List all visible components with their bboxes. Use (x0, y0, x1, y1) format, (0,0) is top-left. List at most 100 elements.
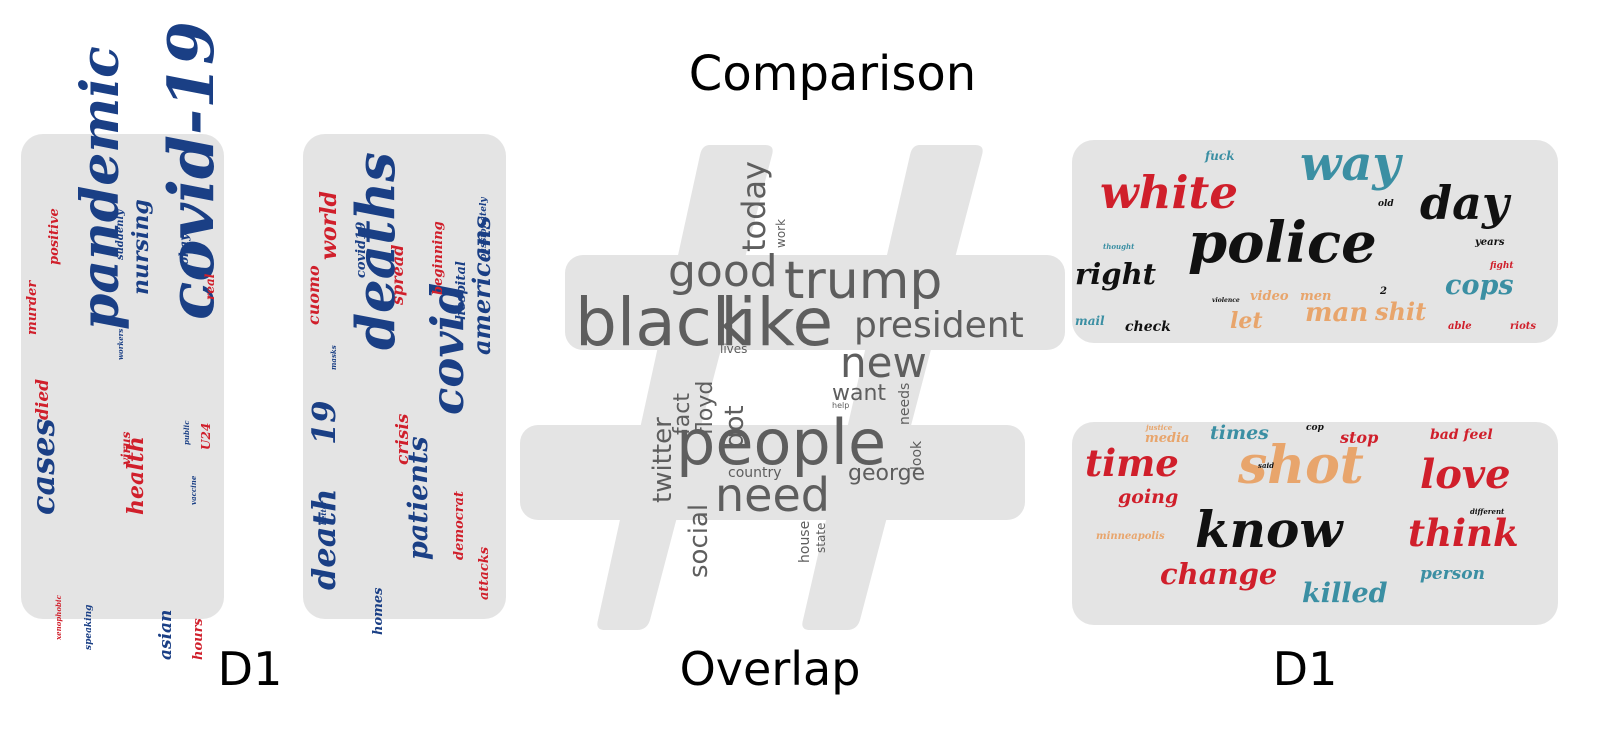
cloud-a-word: speaking (84, 604, 94, 650)
cloud-c-word: men (1300, 289, 1332, 304)
hashtag-shape (520, 145, 1065, 630)
cloud-d-word: bad feel (1430, 427, 1493, 443)
cloud-a-word: okay (177, 233, 191, 265)
cloud-c-word: cops (1445, 270, 1514, 301)
cloud-b-word: crisis (393, 413, 413, 465)
cloud-a-word: vaccine (189, 475, 198, 505)
overlap-word: trump (784, 251, 943, 311)
cloud-d-word: love (1420, 451, 1511, 498)
overlap-word: lives (720, 342, 748, 356)
caption-left: D1 (217, 642, 283, 696)
cloud-b-word: covid19 (354, 221, 369, 278)
cloud-c-word: 2 (1380, 286, 1387, 297)
cloud-panel-a (21, 134, 224, 619)
cloud-d-word: justice (1146, 423, 1173, 432)
cloud-d-word: person (1420, 564, 1485, 584)
cloud-c-word: thought (1103, 242, 1135, 251)
cloud-d-word: minneapolis (1096, 531, 1165, 542)
figure-title: Comparison (688, 46, 977, 102)
cloud-b-word: 19 (305, 400, 343, 445)
overlap-word: black (575, 284, 751, 361)
cloud-b-word: attacks (477, 546, 492, 600)
cloud-d-word: said (1258, 461, 1275, 470)
cloud-c-word: fuck (1205, 149, 1235, 163)
overlap-word: needs (897, 382, 913, 425)
cloud-d-word: stop (1340, 428, 1379, 447)
cloud-c-word: violence (1212, 297, 1240, 304)
overlap-word: state (814, 522, 828, 554)
cloud-b-word: beginning (431, 221, 446, 295)
overlap-word: fact (670, 393, 695, 436)
cloud-b-word: hospital (454, 261, 469, 320)
overlap-word: today (735, 161, 773, 253)
cloud-c-word: video (1250, 289, 1289, 304)
cloud-a-word: virus (119, 431, 133, 465)
cloud-a-word: xenophobic (54, 595, 63, 640)
cloud-b-word: masks (329, 345, 338, 370)
overlap-word: help (832, 401, 850, 410)
cloud-a-word: public (182, 420, 191, 445)
cloud-panel-d (1072, 422, 1558, 625)
cloud-c-word: years (1475, 237, 1505, 248)
cloud-d-word: cop (1306, 423, 1324, 433)
cloud-d-word: different (1470, 507, 1505, 516)
cloud-d-word: times (1210, 422, 1269, 444)
cloud-d-word: going (1118, 486, 1179, 508)
overlap-word: need (715, 468, 830, 522)
cloud-b-word: passionately (479, 197, 489, 260)
cloud-a-word: workers (116, 328, 125, 360)
cloud-d-word: killed (1302, 578, 1388, 609)
overlap-word: george (848, 461, 926, 486)
cloud-a-word: pandemic (70, 46, 131, 330)
cloud-c-word: mail (1075, 314, 1105, 328)
overlap-word: social (684, 504, 714, 579)
cloud-d-word: media (1145, 431, 1190, 446)
overlap-word: got (720, 405, 750, 449)
overlap-word: want (832, 381, 887, 406)
cloud-d-word: time (1085, 441, 1179, 485)
cloud-d-word: think (1408, 511, 1519, 555)
overlap-word: people (676, 406, 887, 479)
cloud-b-word: world (316, 191, 342, 260)
cloud-c-word: fight (1490, 261, 1514, 271)
cloud-b-word: spread (388, 244, 407, 305)
cloud-b-word: better (319, 501, 328, 525)
cloud-a-word: died (33, 378, 53, 420)
overlap-word: floyd (693, 381, 718, 436)
cloud-c-word: police (1188, 210, 1377, 276)
overlap-word: new (840, 338, 927, 387)
cloud-a-word: asian (156, 609, 176, 660)
cloud-c-word: right (1075, 257, 1157, 291)
cloud-a-word: U24 (199, 422, 213, 450)
cloud-c-word: white (1100, 166, 1238, 219)
cloud-d-word: change (1160, 557, 1278, 591)
caption-middle: Overlap (679, 642, 861, 696)
cloud-c-word: check (1125, 319, 1171, 335)
overlap-word: president (854, 305, 1024, 346)
cloud-panel-b (303, 134, 506, 619)
overlap-word: good (668, 246, 778, 297)
overlap-word: house (797, 520, 813, 563)
cloud-a-word: cases (24, 418, 62, 515)
cloud-c-word: shit (1375, 297, 1427, 326)
cloud-b-word: homes (371, 587, 386, 635)
cloud-a-word: real (203, 273, 217, 300)
cloud-c-word: able (1448, 321, 1472, 332)
cloud-c-word: day (1420, 176, 1509, 230)
cloud-panel-c (1072, 140, 1558, 343)
cloud-c-word: let (1230, 308, 1263, 334)
cloud-c-word: old (1378, 199, 1394, 209)
overlap-word: like (720, 284, 834, 361)
overlap-word: look (909, 440, 925, 470)
cloud-a-word: murder (25, 280, 40, 335)
overlap-word: country (728, 465, 782, 481)
cloud-d-word: shot (1238, 435, 1364, 496)
cloud-c-word: way (1300, 136, 1401, 192)
cloud-b-word: democrat (452, 491, 467, 560)
cloud-b-word: cuomo (304, 265, 323, 325)
cloud-a-word: suddenly (115, 209, 126, 260)
cloud-d-word: know (1195, 500, 1343, 559)
caption-right: D1 (1272, 642, 1338, 696)
overlap-word: work (774, 219, 788, 249)
cloud-a-word: positive (47, 208, 62, 265)
